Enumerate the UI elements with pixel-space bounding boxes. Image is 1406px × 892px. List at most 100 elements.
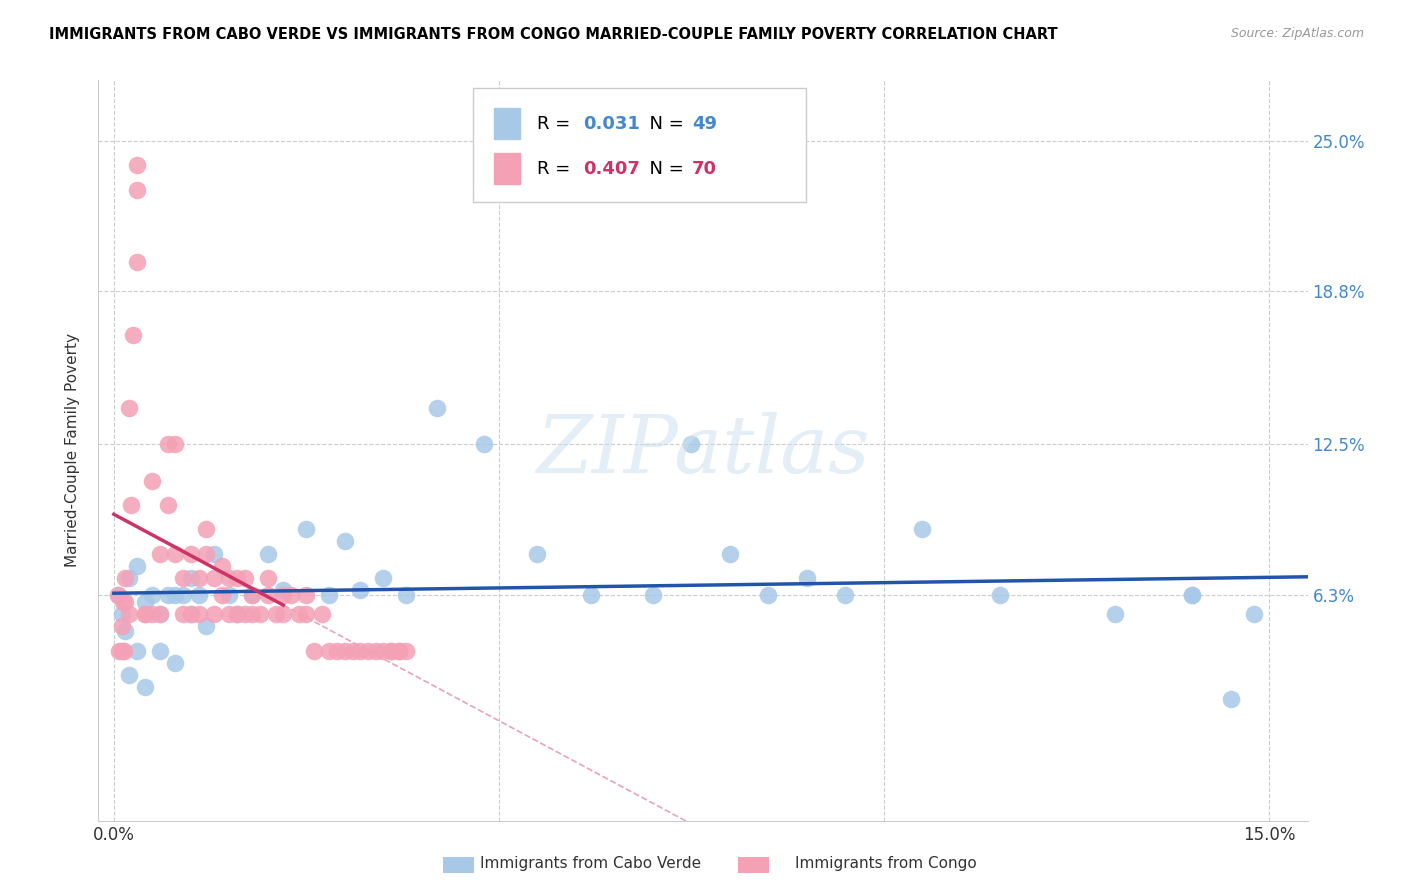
Point: [110, 644, 132, 658]
Point: [364, 644, 387, 658]
Text: ZIPatlas: ZIPatlas: [536, 412, 870, 489]
Point: [373, 571, 395, 585]
Text: N =: N =: [638, 160, 689, 178]
Point: [125, 644, 148, 658]
Point: [287, 607, 309, 622]
Point: [114, 595, 136, 609]
Text: R =: R =: [537, 114, 576, 133]
Point: [988, 588, 1011, 602]
FancyBboxPatch shape: [474, 87, 806, 202]
Point: [172, 588, 194, 602]
Point: [172, 571, 194, 585]
Point: [280, 588, 302, 602]
Text: Immigrants from Congo: Immigrants from Congo: [794, 856, 977, 871]
Point: [134, 607, 156, 622]
Point: [395, 588, 418, 602]
Text: 0.031: 0.031: [583, 114, 640, 133]
Point: [156, 588, 179, 602]
Point: [187, 607, 209, 622]
Point: [180, 607, 202, 622]
Point: [242, 588, 264, 602]
Point: [349, 582, 371, 597]
Point: [125, 182, 148, 196]
Point: [326, 644, 349, 658]
Point: [218, 607, 240, 622]
Point: [202, 571, 225, 585]
Point: [118, 668, 141, 682]
Point: [834, 588, 856, 602]
Point: [125, 158, 148, 172]
Point: [149, 644, 172, 658]
Point: [295, 522, 318, 536]
Point: [165, 656, 187, 670]
Point: [796, 571, 818, 585]
Text: 49: 49: [692, 114, 717, 133]
Point: [271, 588, 294, 602]
Point: [257, 547, 280, 561]
Point: [249, 607, 271, 622]
Point: [271, 582, 294, 597]
Point: [211, 588, 233, 602]
Point: [472, 437, 495, 451]
Point: [195, 522, 218, 536]
Point: [264, 607, 287, 622]
Point: [195, 547, 218, 561]
Point: [242, 607, 264, 622]
Point: [107, 588, 129, 602]
Point: [134, 607, 156, 622]
Point: [380, 644, 402, 658]
Point: [141, 474, 163, 488]
Point: [426, 401, 449, 415]
Text: Immigrants from Cabo Verde: Immigrants from Cabo Verde: [479, 856, 702, 871]
Point: [257, 588, 280, 602]
Point: [1243, 607, 1265, 622]
Point: [1181, 588, 1204, 602]
Point: [120, 498, 142, 512]
Point: [187, 588, 209, 602]
Point: [134, 680, 156, 694]
Text: R =: R =: [537, 160, 576, 178]
Point: [1181, 588, 1204, 602]
Point: [122, 328, 145, 343]
Point: [112, 644, 135, 658]
Point: [141, 607, 163, 622]
Point: [373, 644, 395, 658]
Point: [295, 588, 318, 602]
Point: [388, 644, 411, 658]
Point: [180, 607, 202, 622]
Point: [110, 607, 132, 622]
Point: [681, 437, 703, 451]
Point: [112, 595, 135, 609]
Point: [180, 547, 202, 561]
Point: [226, 607, 249, 622]
Point: [172, 607, 194, 622]
Point: [226, 571, 249, 585]
Point: [218, 588, 240, 602]
Point: [581, 588, 603, 602]
Point: [233, 571, 256, 585]
Point: [233, 607, 256, 622]
Point: [114, 571, 136, 585]
Point: [242, 588, 264, 602]
Point: [187, 571, 209, 585]
Point: [302, 644, 325, 658]
Text: 0.407: 0.407: [583, 160, 640, 178]
Point: [141, 588, 163, 602]
Point: [202, 547, 225, 561]
Point: [165, 547, 187, 561]
Text: IMMIGRANTS FROM CABO VERDE VS IMMIGRANTS FROM CONGO MARRIED-COUPLE FAMILY POVERT: IMMIGRANTS FROM CABO VERDE VS IMMIGRANTS…: [49, 27, 1057, 42]
Bar: [494, 108, 520, 139]
Point: [149, 607, 172, 622]
Point: [318, 588, 340, 602]
Point: [118, 571, 141, 585]
Point: [218, 571, 240, 585]
Point: [165, 588, 187, 602]
Point: [641, 588, 664, 602]
Point: [758, 588, 780, 602]
Point: [295, 607, 318, 622]
Point: [156, 437, 179, 451]
Point: [526, 547, 548, 561]
Point: [271, 607, 294, 622]
Text: N =: N =: [638, 114, 689, 133]
Point: [380, 644, 402, 658]
